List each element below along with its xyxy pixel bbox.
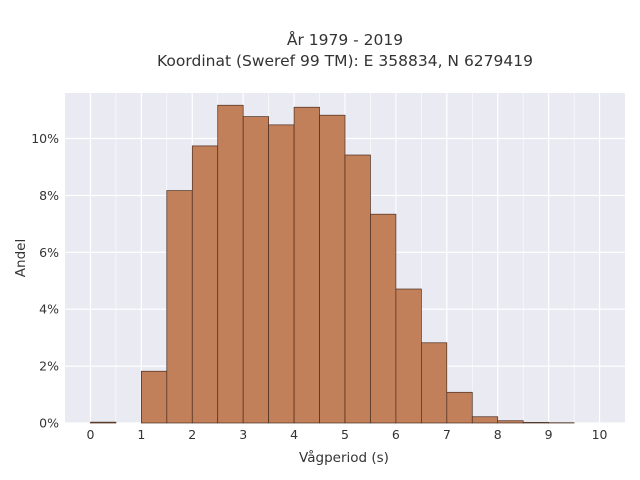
- x-tick-label: 10: [592, 427, 608, 442]
- histogram-bar: [166, 190, 193, 424]
- x-tick-label: 0: [86, 427, 94, 442]
- histogram-bar: [293, 106, 320, 424]
- x-axis-label: Vågperiod (s): [299, 449, 389, 466]
- x-tick-label: 8: [494, 427, 502, 442]
- x-tick-label: 5: [341, 427, 349, 442]
- y-tick-label: 0%: [39, 416, 59, 431]
- histogram-bar: [319, 114, 346, 424]
- bars: [90, 104, 575, 424]
- x-tick-label: 3: [239, 427, 247, 442]
- histogram-bar: [344, 154, 371, 424]
- histogram-bar: [471, 416, 499, 424]
- histogram-bar: [497, 420, 524, 424]
- chart-title: År 1979 - 2019: [287, 30, 403, 49]
- histogram-bar: [522, 422, 549, 424]
- histogram-bar: [242, 116, 269, 424]
- y-tick-label: 8%: [39, 188, 59, 203]
- x-axis-ticks: 0 1 2 3 4 5 6 7 8 9 10: [86, 427, 607, 442]
- histogram-bar: [217, 104, 244, 424]
- x-tick-label: 6: [392, 427, 400, 442]
- histogram-bar: [446, 391, 473, 424]
- chart-subtitle: Koordinat (Sweref 99 TM): E 358834, N 62…: [157, 52, 533, 70]
- histogram-bar: [90, 421, 117, 424]
- histogram-bar: [268, 124, 295, 424]
- histogram-bar: [191, 145, 219, 424]
- y-tick-label: 6%: [39, 245, 59, 260]
- histogram-bar: [370, 213, 397, 424]
- x-tick-label: 2: [188, 427, 196, 442]
- x-tick-label: 1: [137, 427, 145, 442]
- histogram-bar: [421, 342, 448, 424]
- y-tick-label: 2%: [39, 359, 59, 374]
- histogram-bar: [141, 370, 168, 424]
- y-tick-label: 10%: [31, 131, 59, 146]
- y-tick-label: 4%: [39, 302, 59, 317]
- y-axis-label: Andel: [13, 239, 29, 277]
- histogram-bar: [395, 288, 422, 424]
- x-tick-label: 9: [545, 427, 553, 442]
- x-tick-label: 7: [443, 427, 451, 442]
- y-axis-ticks: 0% 2% 4% 6% 8% 10%: [31, 131, 59, 430]
- x-tick-label: 4: [290, 427, 298, 442]
